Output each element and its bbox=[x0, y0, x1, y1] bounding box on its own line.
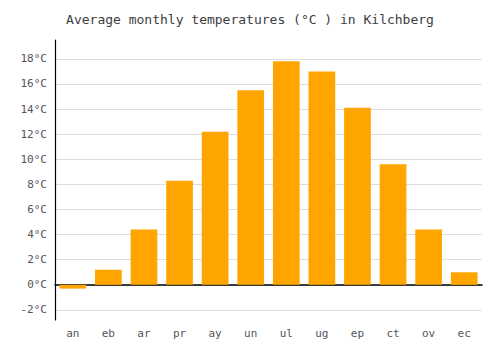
svg-text:ay: ay bbox=[209, 327, 223, 340]
svg-text:pr: pr bbox=[173, 327, 187, 340]
svg-text:4°C: 4°C bbox=[27, 228, 47, 241]
svg-text:ar: ar bbox=[137, 327, 151, 340]
svg-text:un: un bbox=[244, 327, 257, 340]
svg-text:16°C: 16°C bbox=[21, 77, 48, 90]
svg-text:2°C: 2°C bbox=[27, 253, 47, 266]
svg-text:6°C: 6°C bbox=[27, 203, 47, 216]
svg-text:ul: ul bbox=[280, 327, 293, 340]
svg-text:-2°C: -2°C bbox=[21, 303, 48, 316]
svg-text:14°C: 14°C bbox=[21, 103, 48, 116]
svg-text:eb: eb bbox=[102, 327, 115, 340]
svg-text:0°C: 0°C bbox=[27, 278, 47, 291]
svg-text:ep: ep bbox=[351, 327, 364, 340]
svg-text:12°C: 12°C bbox=[21, 128, 48, 141]
svg-text:ug: ug bbox=[315, 327, 328, 340]
svg-text:10°C: 10°C bbox=[21, 153, 48, 166]
svg-text:an: an bbox=[66, 327, 79, 340]
svg-text:8°C: 8°C bbox=[27, 178, 47, 191]
svg-text:ov: ov bbox=[422, 327, 436, 340]
svg-text:Average monthly temperatures (: Average monthly temperatures (°C ) in Ki… bbox=[66, 12, 434, 27]
svg-text:ec: ec bbox=[458, 327, 471, 340]
svg-text:18°C: 18°C bbox=[21, 52, 48, 65]
svg-text:ct: ct bbox=[386, 327, 399, 340]
